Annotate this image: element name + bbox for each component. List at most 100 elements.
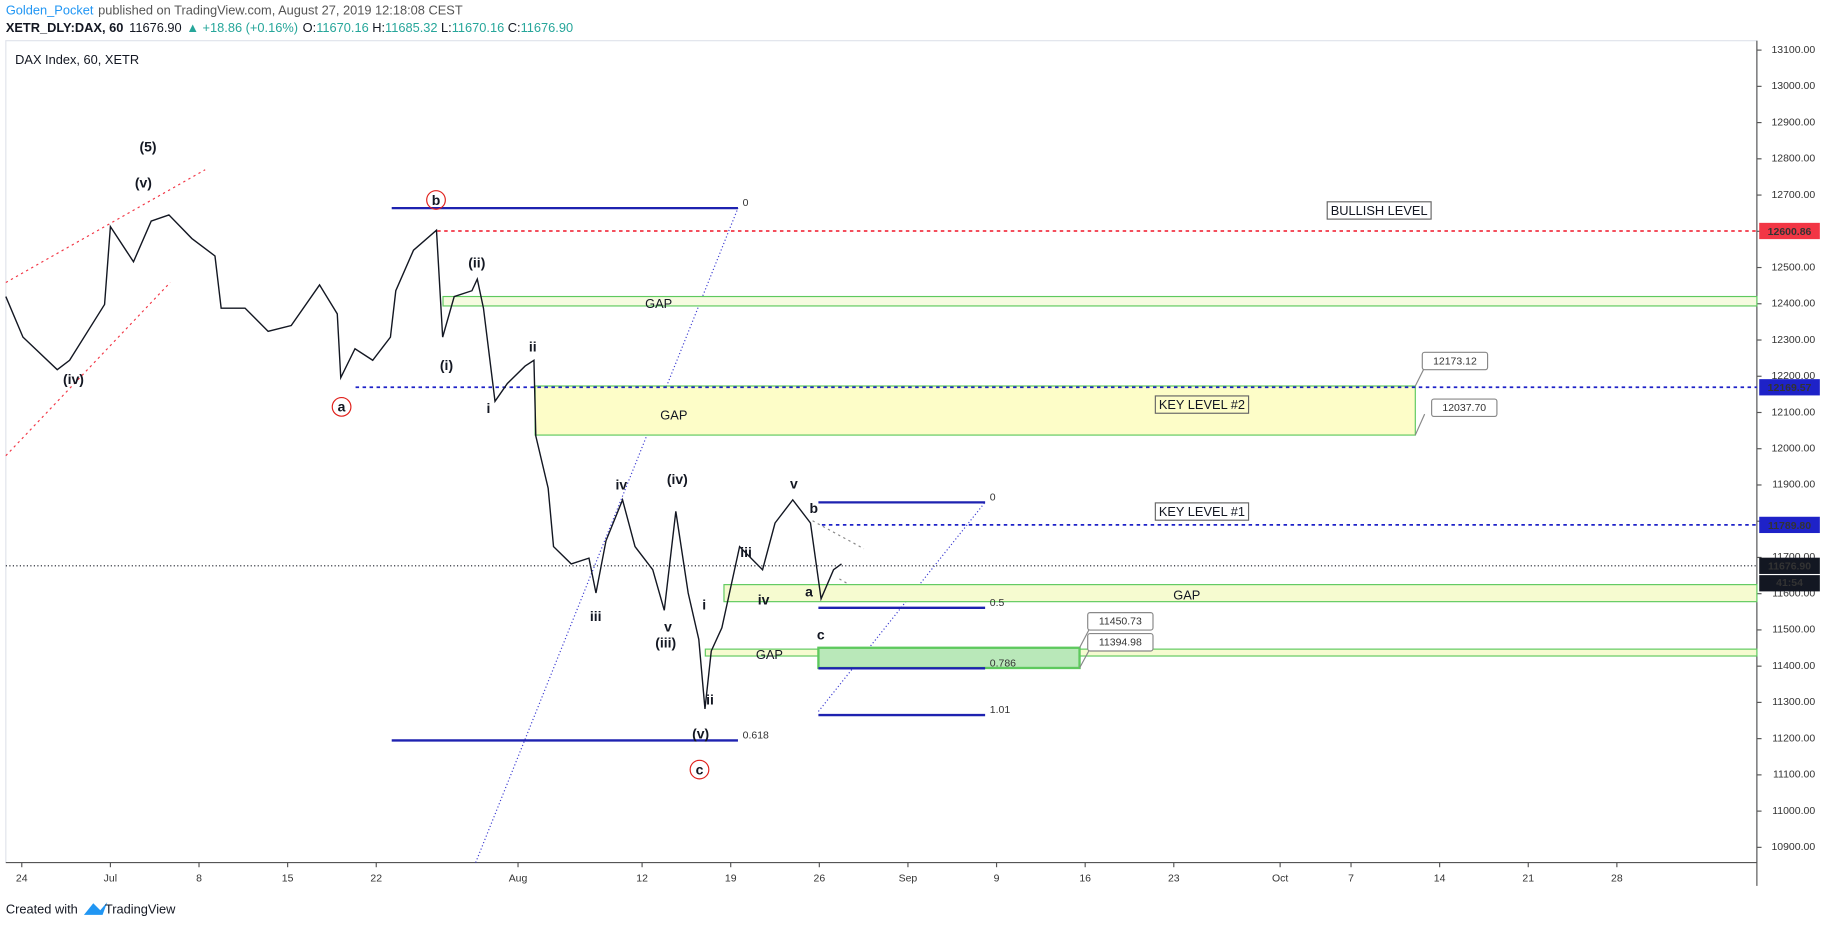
y-tick-label: 12100.00: [1771, 407, 1815, 418]
zone: [817, 646, 1081, 670]
zone: [442, 295, 1758, 307]
note: KEY LEVEL #1: [1159, 504, 1245, 519]
fib-ratio: 0.618: [743, 731, 769, 742]
x-tick-label: 16: [1079, 874, 1091, 885]
wave-label: iv: [758, 592, 770, 608]
wave-label: v: [790, 475, 798, 491]
zone-label: GAP: [1173, 588, 1200, 603]
y-tick-label: 12200.00: [1771, 371, 1815, 382]
callout-box: [1431, 398, 1498, 418]
price-label-box: [1759, 516, 1820, 534]
footer-brand[interactable]: TradingView: [105, 902, 176, 917]
countdown: 41:54: [1776, 578, 1803, 589]
price-label: 11676.90: [1768, 562, 1811, 573]
x-tick-label: 22: [370, 874, 382, 885]
wave-label: (iv): [63, 371, 84, 387]
zone-label: GAP: [645, 296, 672, 311]
chart-title: DAX Index, 60, XETR: [15, 52, 139, 67]
fib-ratio: 0: [743, 198, 749, 209]
note: KEY LEVEL #2: [1159, 397, 1245, 412]
callout-label: 11394.98: [1099, 638, 1142, 649]
ohlc-value: 11685.32: [385, 20, 438, 35]
publish-line: Golden_Pocket published on TradingView.co…: [6, 3, 463, 18]
callout-box: [1087, 612, 1154, 631]
wave-label: i: [487, 400, 491, 416]
wave-label: a: [805, 584, 813, 600]
last-price: 11676.90: [129, 20, 182, 35]
price-line: [5, 214, 842, 709]
ohlc-value: 11676.90: [521, 20, 574, 35]
price-label-box: [1759, 222, 1820, 240]
y-tick-label: 11300.00: [1772, 697, 1815, 708]
callout-label: 12037.70: [1442, 403, 1486, 414]
price-label-box: [1759, 557, 1820, 574]
y-tick-label: 11900.00: [1772, 480, 1815, 491]
wave-label: iii: [590, 608, 602, 624]
fib-ratio: 0: [990, 492, 996, 503]
wave-label: ii: [706, 692, 714, 708]
x-tick-label: 28: [1611, 874, 1623, 885]
zone: [704, 648, 1758, 657]
y-tick-label: 12000.00: [1771, 444, 1815, 455]
x-tick-label: 9: [994, 874, 1000, 885]
wave-circle: [689, 759, 710, 780]
wave-label: a: [338, 399, 346, 415]
callout-pointer: [1414, 413, 1426, 436]
trend-line: [812, 520, 865, 550]
price-label: 11789.80: [1768, 521, 1811, 532]
author[interactable]: Golden_Pocket: [6, 3, 94, 18]
x-tick-label: Aug: [509, 874, 528, 885]
wave-circle: [331, 396, 352, 417]
x-tick-label: Sep: [899, 874, 918, 885]
y-tick-label: 13100.00: [1771, 45, 1815, 56]
y-tick-label: 12400.00: [1771, 299, 1815, 310]
x-tick-label: 21: [1522, 874, 1534, 885]
y-tick-label: 12300.00: [1771, 335, 1815, 346]
x-tick-label: 23: [1168, 874, 1180, 885]
note-box: [1154, 502, 1250, 521]
wave-label: ii: [529, 338, 537, 354]
wave-circle: [426, 190, 446, 210]
note: BULLISH LEVEL: [1331, 203, 1428, 218]
price-label: 12600.86: [1768, 227, 1812, 238]
ohlc-key: L:: [441, 20, 452, 35]
callout-box: [1087, 632, 1154, 652]
x-tick-label: 14: [1434, 874, 1446, 885]
callout-pointer: [1414, 367, 1426, 387]
wave-label: b: [432, 192, 441, 208]
wave-label: c: [817, 627, 825, 643]
ohlc-value: 11670.16: [452, 20, 505, 35]
price-label: 12169.57: [1768, 383, 1812, 394]
wave-label: (5): [140, 138, 157, 154]
fib-ratio: 1.01: [990, 705, 1011, 716]
y-tick-label: 12700.00: [1771, 190, 1815, 201]
published: published on TradingView.com, August 27,…: [98, 3, 463, 18]
zone-label: GAP: [660, 408, 687, 423]
fib-ratio: 0.5: [990, 598, 1005, 609]
zone: [534, 385, 1416, 436]
countdown-box: [1759, 575, 1820, 592]
change: +18.86 (+0.16%): [203, 20, 298, 35]
wave-label: (i): [440, 357, 453, 373]
y-tick-label: 12800.00: [1771, 154, 1815, 165]
arrow: ▲: [186, 20, 199, 35]
y-tick-label: 11200.00: [1772, 733, 1815, 744]
wave-label: v: [664, 618, 672, 634]
y-tick-label: 10900.00: [1771, 842, 1815, 853]
x-tick-label: 7: [1348, 874, 1354, 885]
logo: [83, 902, 108, 915]
callout-label: 12173.12: [1433, 356, 1477, 367]
x-tick-label: 26: [813, 874, 825, 885]
symbol: XETR_DLY:DAX, 60: [6, 20, 124, 35]
x-tick-label: Jul: [104, 874, 117, 885]
note-box: [1326, 201, 1432, 220]
trend-line: [5, 282, 171, 457]
x-tick-label: 19: [725, 874, 737, 885]
wave-label: iv: [616, 477, 628, 493]
fib-trend: [475, 207, 739, 863]
y-tick-label: 11000.00: [1772, 806, 1815, 817]
callout-label: 11450.73: [1099, 617, 1142, 628]
ohlc-key: H:: [372, 20, 385, 35]
note-box: [1154, 395, 1250, 414]
